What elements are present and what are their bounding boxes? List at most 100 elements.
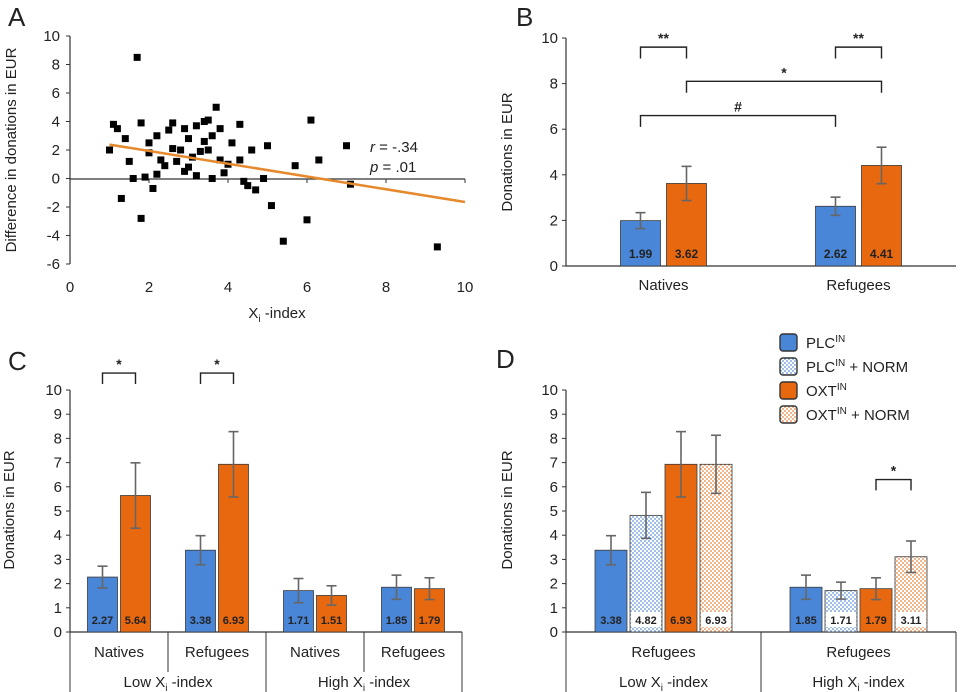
scatter-point [181,167,189,175]
scatter-point [153,170,161,178]
y-tick-label: 4 [550,167,558,184]
y-tick-label: 4 [54,527,62,544]
data-label: 1.79 [419,615,440,627]
y-tick-label: 3 [550,551,558,568]
y-axis-label-d: Donations in EUR [499,450,516,569]
data-label: 1.51 [321,615,342,627]
data-label: 6.93 [705,615,726,627]
significance-bracket [639,114,837,127]
y-tick-label: 1 [54,600,62,617]
y-tick-label: 8 [54,430,62,447]
data-label-bg [701,612,731,627]
y-tick-label: -4 [47,228,60,245]
category-label: Refugees [826,277,890,294]
scatter-point [204,146,212,154]
scatter-point [240,177,248,185]
x-tick-label: 2 [145,279,153,296]
data-label: 6.93 [670,615,691,627]
scatter-point [208,175,216,182]
y-tick-label: 8 [550,76,558,93]
category-label: Refugees [381,644,445,661]
category-label: Natives [94,644,144,661]
significance-label: * [214,356,220,372]
x-axis-label-a: Xi -index [248,305,306,325]
scatter-point [267,202,275,210]
significance-label: ** [853,30,864,46]
y-tick-label: 10 [541,30,558,47]
scatter-point [141,173,149,181]
y-tick-label: 3 [54,551,62,568]
data-label-bg [826,612,856,627]
scatter-point [208,132,216,140]
legend-label-plc-norm: PLCIN + NORM [806,358,908,376]
scatter-point [433,243,441,251]
legend-item-oxt-norm: OXTIN + NORM [779,405,910,424]
legend-item-oxt: OXTIN [779,381,847,400]
y-tick-label: 6 [54,479,62,496]
legend-swatch-oxt-norm [779,405,798,424]
data-label: 3.11 [901,615,922,627]
super-group-label: Low Xi -index [124,674,213,692]
scatter-point [185,163,192,171]
legend-swatch-plc [779,333,798,352]
scatter-point [264,142,271,150]
y-tick-label: 2 [52,142,60,159]
data-label: 1.79 [865,615,886,627]
y-tick-label: 1 [550,600,558,617]
scatter-point [185,135,192,143]
legend-label-oxt-norm: OXTIN + NORM [806,406,910,424]
y-tick-label: 8 [550,430,558,447]
scatter-point [216,125,224,133]
bar-chart-d: 0 1 2 3 4 5 6 7 8 9 10 3.38 4.82 6.93 6.93 Refugees 1.85… [541,382,957,692]
scatter-point [343,142,350,150]
data-label: 2.62 [824,247,848,261]
legend-label-plc: PLCIN [806,334,845,352]
legend-item-plc: PLCIN [779,333,845,352]
y-tick-label: 10 [45,382,62,399]
panel-b: B Donations in EUR 0 2 4 6 8 10 1.99 3.62 Native… [499,2,956,294]
scatter-point [196,147,204,155]
y-axis-label-b: Donations in EUR [499,92,516,211]
scatter-point [145,149,153,157]
y-tick-label: 10 [541,382,558,399]
scatter-point [177,146,185,154]
y-tick-label: 7 [550,455,558,472]
legend: PLCIN PLCIN + NORM OXTIN OXTIN + NORM [779,333,910,424]
y-tick-label: 2 [54,576,62,593]
panel-letter-a: A [8,2,26,32]
scatter-point [307,116,315,124]
category-label: Natives [638,277,688,294]
y-tick-label: 0 [54,624,62,641]
scatter-point [260,175,268,182]
scatter-point [216,156,224,164]
x-tick-label: 10 [457,279,474,296]
scatter-point [109,120,117,128]
x-ticks-a: 0 2 4 6 8 10 [66,179,474,296]
x-tick-label: 0 [66,279,74,296]
y-tick-label: 2 [550,212,558,229]
scatter-point [315,156,323,164]
scatter-point [200,118,208,125]
y-axis-label-c: Donations in EUR [1,450,18,569]
panel-letter-b: B [516,2,533,32]
y-tick-label: 4 [550,527,558,544]
scatter-point [228,139,236,147]
scatter-point [106,146,113,154]
y-tick-label: 10 [43,28,60,45]
legend-label-oxt: OXTIN [806,382,847,400]
scatter-point [129,175,137,182]
scatter-point [252,186,260,194]
scatter-point [137,119,145,127]
significance-label: * [781,64,787,80]
data-label: 3.38 [190,615,211,627]
x-tick-label: 4 [224,279,232,296]
data-label: 1.85 [386,615,407,627]
scatter-point [248,146,256,154]
scatter-point [157,156,165,164]
data-label: 2.27 [92,615,113,627]
y-tick-label: 2 [550,576,558,593]
scatter-point [161,162,169,170]
y-tick-label: 7 [54,455,62,472]
legend-item-plc-norm: PLCIN + NORM [779,357,908,376]
